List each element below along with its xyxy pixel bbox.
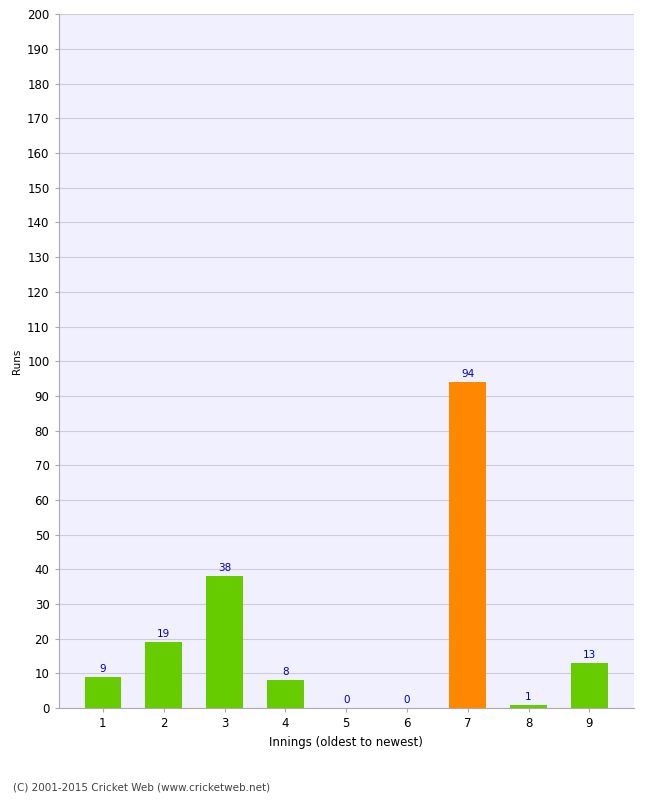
- Bar: [146, 642, 182, 708]
- Text: 0: 0: [404, 695, 410, 706]
- X-axis label: Innings (oldest to newest): Innings (oldest to newest): [269, 735, 423, 749]
- Bar: [206, 576, 242, 708]
- Text: 94: 94: [461, 370, 474, 379]
- Text: 8: 8: [282, 667, 289, 678]
- Bar: [84, 677, 121, 708]
- Text: (C) 2001-2015 Cricket Web (www.cricketweb.net): (C) 2001-2015 Cricket Web (www.cricketwe…: [13, 782, 270, 792]
- Text: 0: 0: [343, 695, 350, 706]
- Text: 9: 9: [99, 664, 106, 674]
- Bar: [510, 705, 547, 708]
- Text: 19: 19: [157, 630, 170, 639]
- Bar: [571, 663, 608, 708]
- Text: 38: 38: [218, 563, 231, 574]
- Y-axis label: Runs: Runs: [12, 349, 21, 374]
- Bar: [450, 382, 486, 708]
- Bar: [267, 680, 304, 708]
- Text: 1: 1: [525, 692, 532, 702]
- Text: 13: 13: [583, 650, 596, 660]
